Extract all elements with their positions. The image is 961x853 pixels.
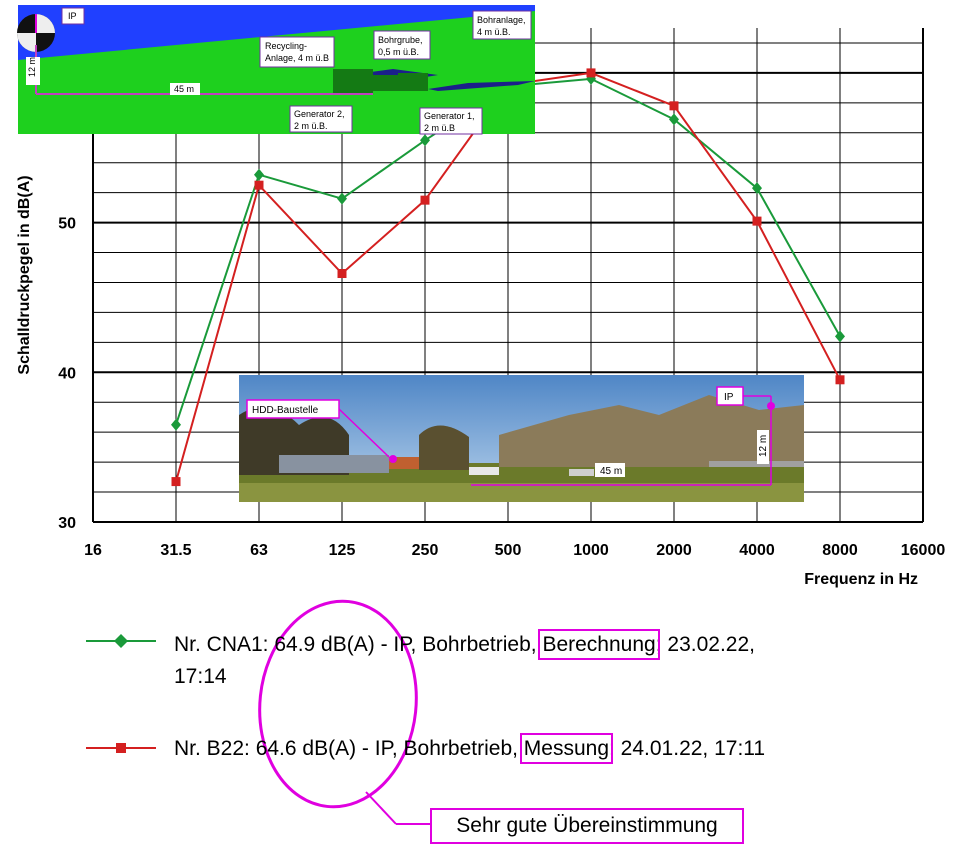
- x-tick-labels: 16 31.5 63 125 250 500 1000 2000 4000 8000 16000: [84, 542, 945, 559]
- map-distance-label: 45 m: [174, 84, 194, 94]
- x-tick-label: 1000: [573, 542, 609, 559]
- legend-symbol-series-1: [86, 634, 156, 648]
- data-point: [337, 192, 347, 205]
- photo-ip-label: IP: [724, 392, 734, 403]
- x-tick-label: 8000: [822, 542, 858, 559]
- legend-series-2-boxed: Messung: [519, 733, 614, 764]
- x-tick-label: 2000: [656, 542, 692, 559]
- data-point: [337, 269, 347, 279]
- data-point: [835, 375, 845, 385]
- x-tick-label: 16: [84, 542, 102, 559]
- svg-text:2 m ü.B: 2 m ü.B: [424, 123, 455, 133]
- data-point: [669, 101, 679, 111]
- data-point: [752, 216, 762, 226]
- y-tick-label: 30: [58, 515, 76, 532]
- data-point: [254, 168, 264, 181]
- data-point: [254, 180, 264, 190]
- photo-distance-label: 45 m: [600, 466, 622, 477]
- map-sky: [18, 5, 535, 60]
- svg-text:Anlage, 4 m ü.B: Anlage, 4 m ü.B: [265, 53, 329, 63]
- data-point: [669, 113, 679, 126]
- data-point: [420, 195, 430, 205]
- callout-connector: [365, 791, 397, 825]
- legend-series-2-text-post: ; 24.01.22, 17:11: [609, 737, 766, 760]
- data-point: [171, 477, 181, 487]
- legend-series-2-text-pre: Nr. B22: 64.6 dB(A) - IP, Bohrbetrieb,: [174, 737, 524, 760]
- y-tick-labels: 30405060: [58, 66, 76, 532]
- map-bohranlage-label: Bohranlage,: [477, 15, 526, 25]
- data-point: [835, 330, 845, 343]
- data-point: [586, 68, 596, 78]
- map-bohrgrube-label: Bohrgrube,: [378, 35, 423, 45]
- y-axis-label: Schalldruckpegel in dB(A): [16, 175, 33, 374]
- map-generator1-label: Generator 1,: [424, 111, 475, 121]
- x-tick-label: 16000: [901, 542, 946, 559]
- data-point: [752, 182, 762, 195]
- x-axis-label: Frequenz in Hz: [804, 571, 918, 588]
- highlight-ellipse: [258, 599, 418, 809]
- y-tick-label: 50: [58, 216, 76, 233]
- photo-site-label: HDD-Baustelle: [252, 405, 319, 416]
- photo-height-label: 12 m: [758, 435, 769, 457]
- x-tick-label: 63: [250, 542, 268, 559]
- svg-text:0,5 m ü.B.: 0,5 m ü.B.: [378, 47, 419, 57]
- x-tick-label: 4000: [739, 542, 775, 559]
- recycling-plant-icon: [333, 69, 373, 93]
- x-tick-label: 500: [495, 542, 522, 559]
- y-tick-label: 40: [58, 365, 76, 382]
- legend-series-1-text-post: ; 23.02.22,: [655, 633, 755, 656]
- svg-text:2 m ü.B.: 2 m ü.B.: [294, 121, 328, 131]
- svg-text:4 m ü.B.: 4 m ü.B.: [477, 27, 511, 37]
- data-point: [420, 134, 430, 147]
- x-tick-label: 250: [412, 542, 439, 559]
- x-tick-label: 31.5: [160, 542, 191, 559]
- x-tick-label: 125: [329, 542, 356, 559]
- legend-symbol-series-2: [86, 743, 156, 753]
- legend-series-1-line2: 17:14: [174, 665, 227, 688]
- map-height-label: 12 m: [27, 57, 37, 77]
- map-recycling-label: Recycling-: [265, 41, 307, 51]
- map-ip-label: IP: [68, 11, 77, 21]
- legend-series-1-boxed: Berechnung: [538, 629, 660, 660]
- data-point: [171, 418, 181, 431]
- inset-photo: HDD-Baustelle IP 12 m 45 m: [239, 375, 804, 502]
- callout-box: Sehr gute Übereinstimmung: [430, 808, 744, 844]
- map-generator2-label: Generator 2,: [294, 109, 345, 119]
- legend-series-1-text-pre: Nr. CNA1: 64.9 dB(A) - IP, Bohrbetrieb,: [174, 633, 543, 656]
- inset-map: IP 12 m 45 m Recycling- Anlage, 4 m ü.B …: [17, 5, 535, 135]
